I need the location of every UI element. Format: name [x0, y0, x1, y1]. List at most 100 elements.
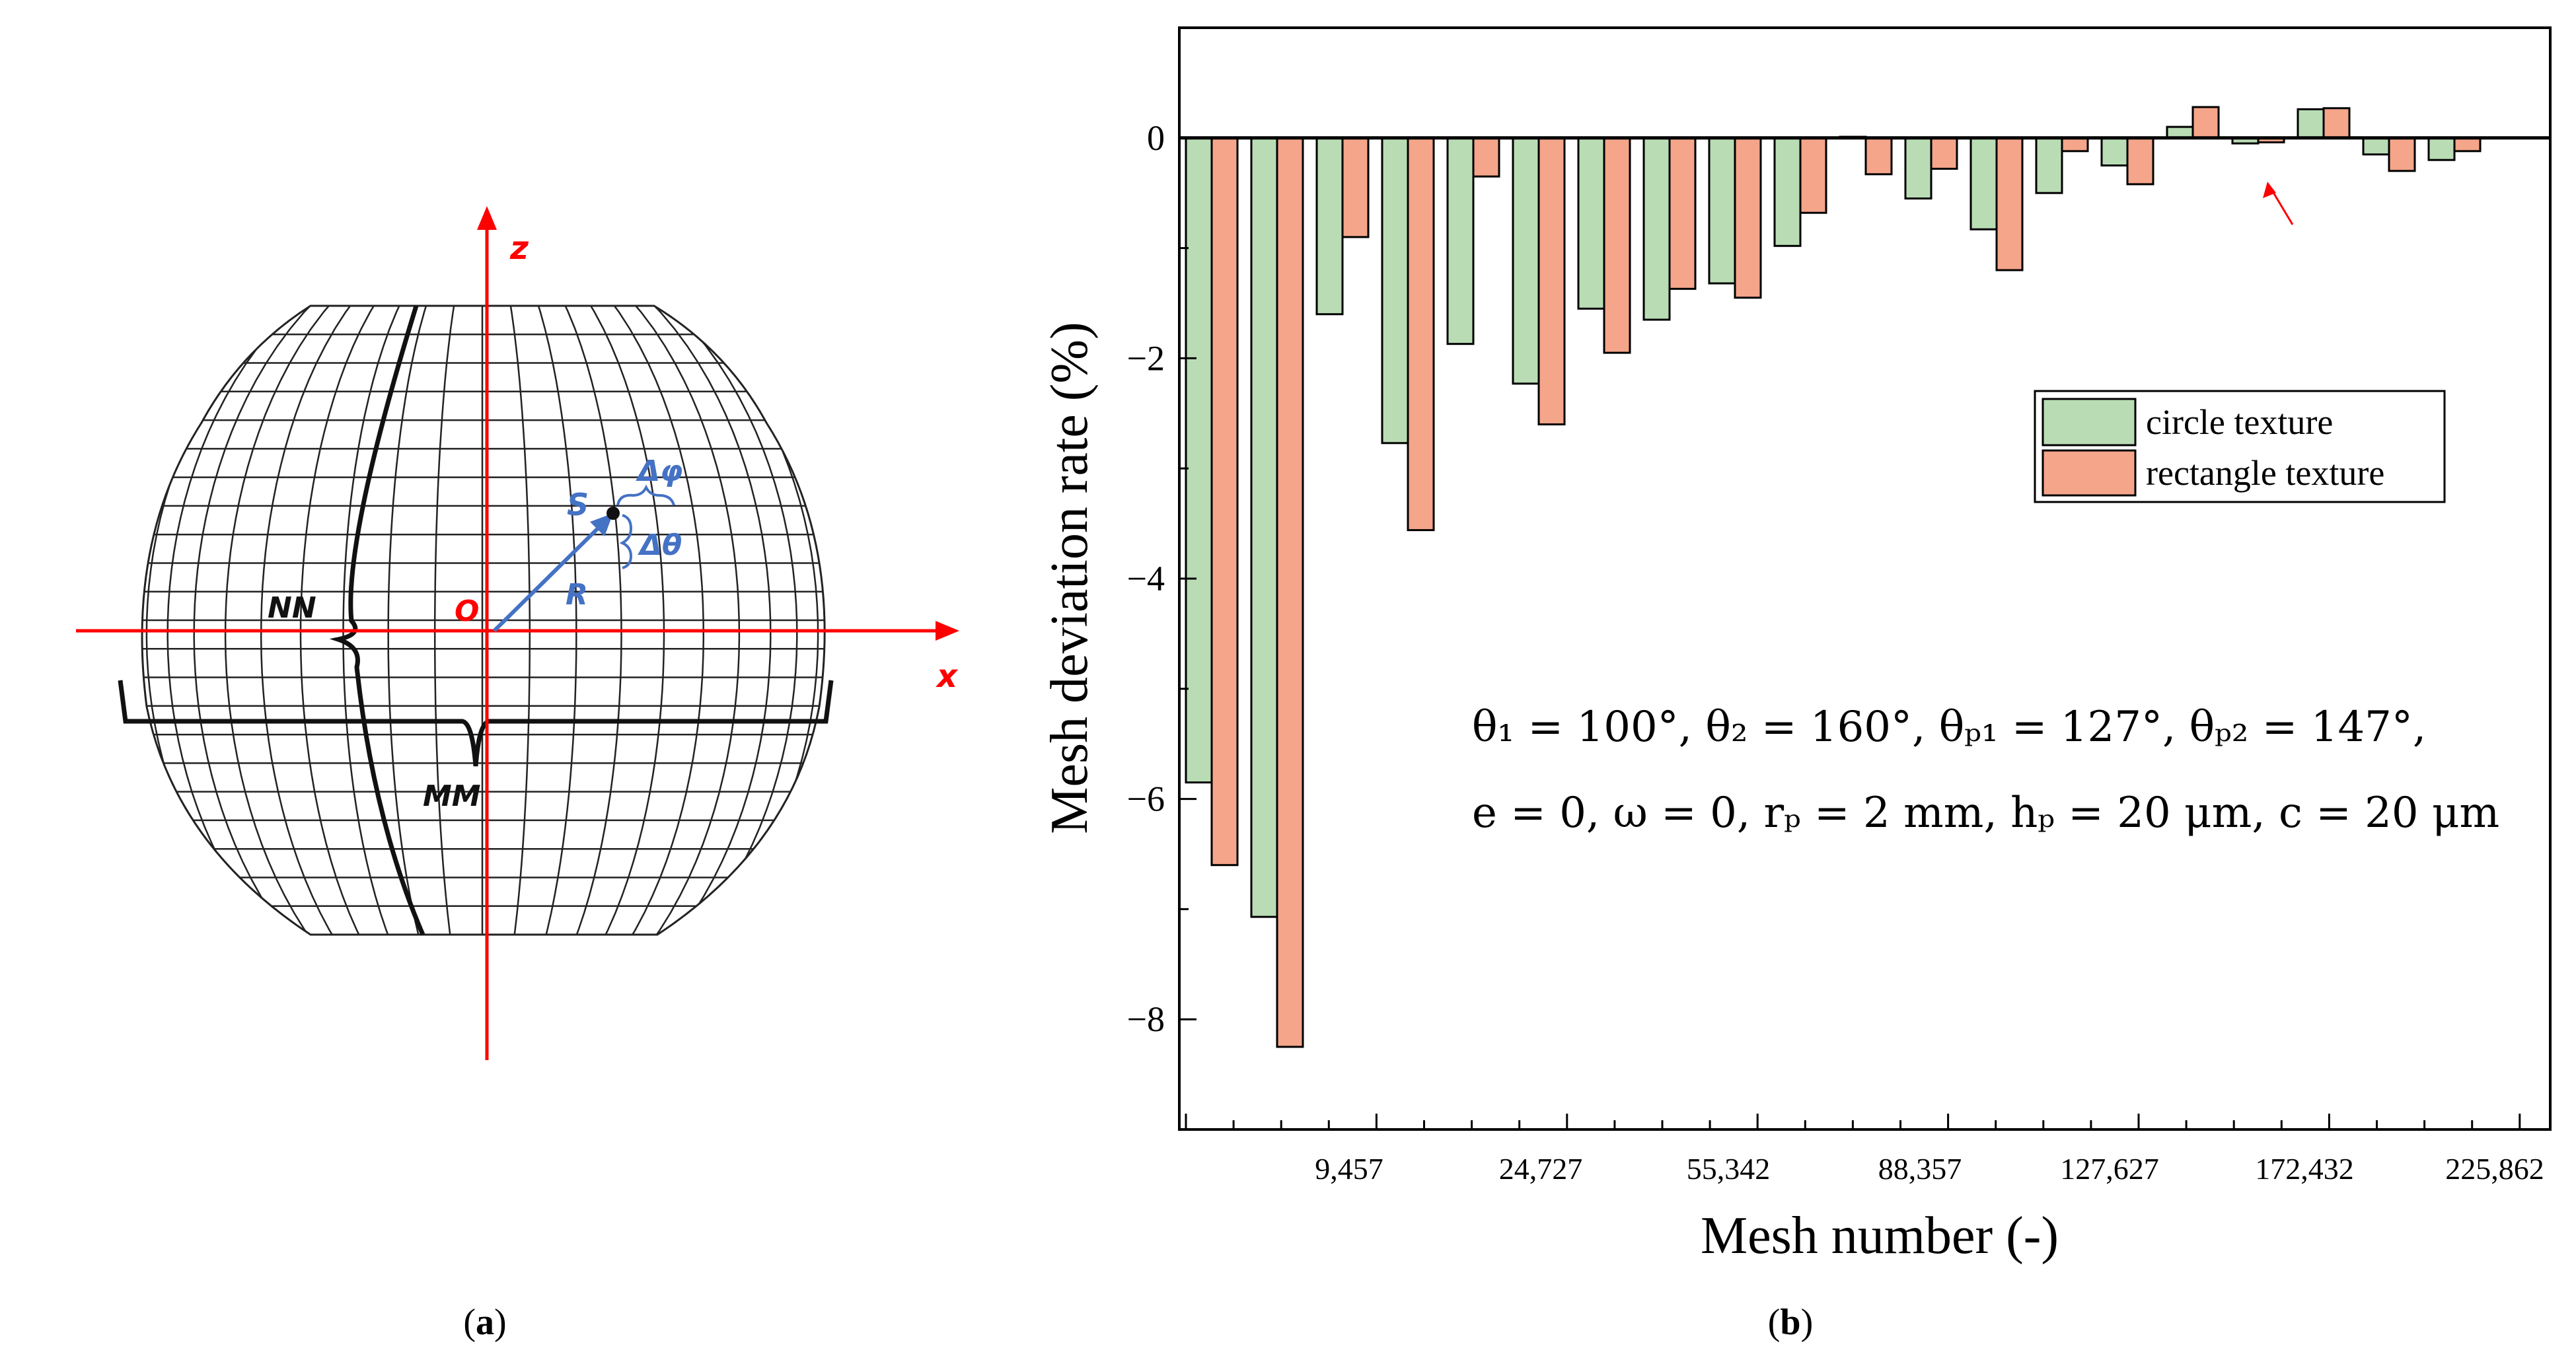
x-tick-label: 88,357: [1878, 1152, 1962, 1186]
bar-rectangle-3: [1341, 137, 1370, 238]
legend-swatch-rect: [2042, 449, 2137, 497]
bar-rectangle-2: [1276, 137, 1304, 1048]
bar-rectangle-9: [1734, 137, 1762, 299]
grid-meridian: [342, 306, 415, 935]
x-tick-label: 55,342: [1687, 1152, 1771, 1186]
mm-seam-curve: [118, 680, 834, 767]
grid-meridian: [299, 306, 394, 935]
bar-circle-19: [2362, 137, 2390, 156]
bar-rectangle-8: [1668, 137, 1697, 290]
bar-rectangle-1: [1210, 137, 1239, 867]
bar-circle-3: [1315, 137, 1344, 316]
panel-a-caption: (a): [463, 1302, 506, 1343]
bar-rectangle-6: [1537, 137, 1566, 426]
grid-meridian: [550, 306, 622, 935]
nn-label: NN: [268, 591, 316, 625]
panel-b-caption: (b): [1768, 1302, 1813, 1343]
legend-label-rect: rectangle texture: [2146, 453, 2384, 493]
bar-circle-15: [2100, 137, 2129, 167]
point-s-label: S: [567, 487, 589, 522]
bar-circle-14: [2035, 137, 2063, 194]
y-tick-label: −2: [1127, 338, 1165, 378]
y-tick-label: −4: [1127, 559, 1165, 598]
bar-circle-2: [1250, 137, 1278, 918]
dtheta-brace: [619, 514, 633, 569]
x-tick-label: 24,727: [1499, 1152, 1583, 1186]
y-tick-label: −6: [1127, 779, 1165, 819]
bar-circle-4: [1381, 137, 1409, 445]
y-axis-ticks: −8 −6 −4 −2 0: [1127, 26, 1196, 1131]
origin-label: O: [455, 594, 479, 628]
grid-meridian: [193, 306, 342, 935]
bar-rectangle-10: [1799, 137, 1827, 214]
y-tick-label: −8: [1127, 999, 1165, 1039]
x-tick-label: 127,627: [2060, 1152, 2159, 1186]
grid-meridian: [636, 306, 798, 935]
legend-label-circle: circle texture: [2146, 402, 2333, 442]
radius-vector: [492, 520, 607, 633]
bar-circle-1: [1185, 137, 1213, 784]
x-axis-title: Mesh number (-): [1701, 1207, 2059, 1265]
x-axis-label: x: [936, 658, 959, 695]
formula-line-1: θ₁ = 100°, θ₂ = 160°, θₚ₁ = 127°, θₚ₂ = …: [1472, 703, 2426, 752]
grid-meridian: [433, 306, 460, 935]
sphere-outline: [141, 304, 826, 936]
bar-circle-20: [2427, 137, 2456, 161]
y-axis-title: Mesh deviation rate (%): [1041, 322, 1099, 834]
x-tick-label: 172,432: [2255, 1152, 2354, 1186]
grid-meridian: [387, 306, 437, 935]
bar-rectangle-12: [1930, 137, 1958, 170]
bar-circle-6: [1512, 137, 1540, 385]
legend-swatch-circle: [2042, 398, 2137, 447]
bar-rectangle-5: [1472, 137, 1500, 178]
bar-rectangle-19: [2388, 137, 2416, 172]
bar-circle-9: [1708, 137, 1736, 285]
bar-circle-13: [1969, 137, 1998, 231]
bar-series: [1185, 106, 2482, 1048]
bar-rectangle-11: [1864, 137, 1893, 176]
bar-rectangle-7: [1603, 137, 1631, 354]
radius-label: R: [566, 578, 588, 612]
grid-meridian: [571, 306, 665, 935]
bar-rectangle-15: [2126, 137, 2154, 186]
z-axis-label: z: [509, 230, 529, 267]
panel-b-bar-chart: −8 −6 −4 −2 0 9,457 24,727 55,342 88,357 127,627…: [1041, 26, 2552, 1343]
dphi-brace: [616, 484, 675, 506]
sphere-mesh-grid: [142, 306, 825, 935]
grid-meridian: [505, 306, 531, 935]
bar-rectangle-14: [2061, 137, 2089, 153]
nn-seam-curve: [329, 304, 425, 936]
bar-rectangle-13: [1995, 137, 2024, 271]
bar-circle-16: [2166, 125, 2194, 139]
legend: circle texture rectangle texture: [2034, 390, 2446, 503]
annotation-arrowhead: [2263, 182, 2276, 198]
bar-circle-12: [1904, 137, 1932, 199]
annotation-arrow: [2269, 188, 2294, 225]
panel-a-sphere-diagram: z x O S R Δφ Δθ NN MM (a): [76, 206, 959, 1343]
x-axis-ticks: 9,457 24,727 55,342 88,357 127,627 172,432 225…: [1185, 1114, 2544, 1186]
z-axis-arrowhead: [477, 206, 497, 230]
bar-rectangle-4: [1407, 137, 1435, 532]
bar-circle-5: [1446, 137, 1475, 345]
mm-label: MM: [423, 779, 481, 813]
x-axis-arrowhead: [936, 621, 959, 641]
dphi-label: Δφ: [636, 454, 682, 488]
grid-meridian: [608, 306, 741, 935]
grid-meridian: [224, 306, 357, 935]
bar-circle-8: [1642, 137, 1671, 321]
bar-circle-7: [1577, 137, 1605, 310]
grid-meridian: [623, 306, 772, 935]
formula-line-2: e = 0, ω = 0, rₚ = 2 mm, hₚ = 20 μm, c =…: [1472, 789, 2499, 838]
bar-rectangle-18: [2322, 107, 2351, 139]
bar-circle-18: [2297, 108, 2325, 139]
bar-circle-10: [1773, 137, 1802, 247]
bar-rectangle-20: [2453, 137, 2482, 153]
dtheta-label: Δθ: [638, 528, 682, 562]
radius-vector-arrowhead: [590, 513, 613, 536]
grid-meridian: [527, 306, 577, 935]
grid-meridian: [590, 306, 705, 935]
x-tick-label: 9,457: [1315, 1152, 1383, 1186]
y-tick-label: 0: [1147, 118, 1165, 158]
bar-rectangle-16: [2191, 106, 2220, 139]
